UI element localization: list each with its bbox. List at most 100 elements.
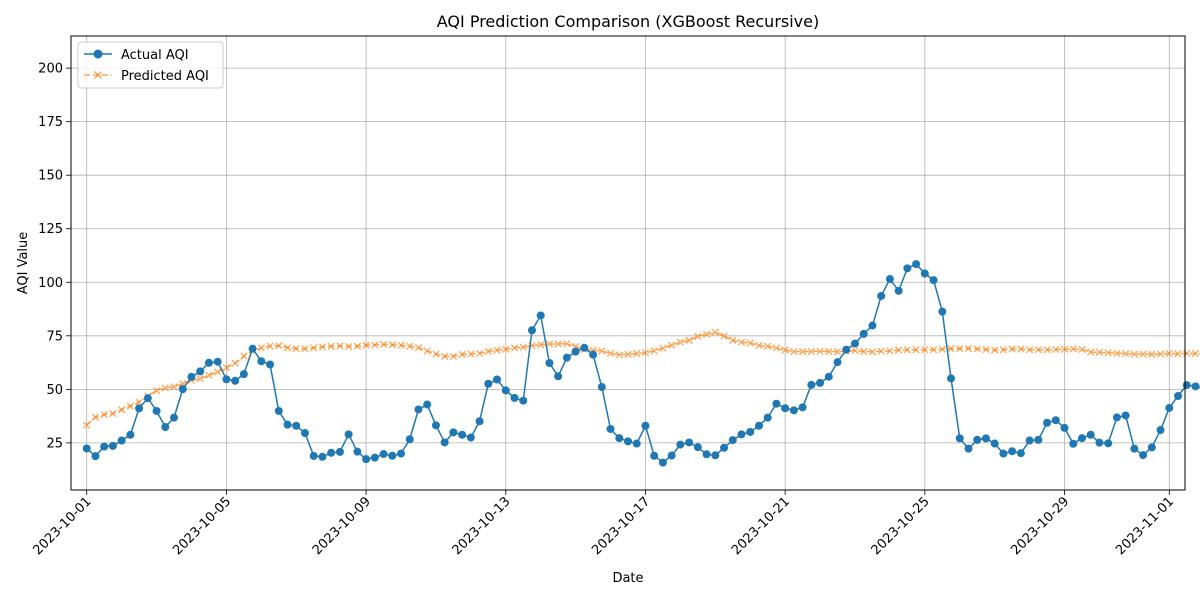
predicted-aqi-point bbox=[1165, 349, 1173, 358]
predicted-aqi-point bbox=[894, 346, 903, 354]
actual-aqi-point bbox=[597, 382, 606, 391]
legend-predicted-label: Predicted AQI bbox=[121, 69, 209, 84]
predicted-aqi-point bbox=[371, 341, 379, 349]
actual-aqi-point bbox=[589, 350, 598, 359]
predicted-aqi-point bbox=[510, 344, 519, 352]
actual-aqi-point bbox=[344, 430, 353, 439]
predicted-aqi-point bbox=[397, 341, 405, 349]
predicted-aqi-point bbox=[816, 347, 824, 355]
predicted-aqi-point bbox=[432, 350, 440, 358]
actual-aqi-point bbox=[187, 372, 196, 381]
actual-aqi-point bbox=[676, 440, 685, 449]
predicted-aqi-point bbox=[676, 338, 685, 346]
actual-aqi-point bbox=[300, 429, 309, 438]
predicted-aqi-point bbox=[912, 346, 920, 354]
actual-aqi-point bbox=[1016, 449, 1025, 458]
predicted-aqi-point bbox=[877, 347, 885, 355]
predicted-aqi-point bbox=[964, 344, 973, 353]
actual-aqi-point bbox=[414, 405, 423, 414]
actual-aqi-point bbox=[632, 439, 641, 448]
actual-aqi-point bbox=[82, 444, 91, 453]
actual-aqi-point bbox=[999, 449, 1008, 458]
actual-aqi-point bbox=[536, 311, 545, 320]
actual-aqi-point bbox=[1139, 451, 1148, 460]
y-tick-label: 25 bbox=[46, 436, 63, 451]
y-tick-label: 125 bbox=[38, 222, 63, 237]
predicted-aqi-point bbox=[161, 384, 169, 392]
predicted-aqi-point bbox=[117, 406, 126, 414]
predicted-aqi-point bbox=[91, 413, 100, 421]
actual-aqi-point bbox=[885, 275, 894, 284]
actual-aqi-point bbox=[981, 434, 990, 443]
predicted-aqi-point bbox=[1113, 349, 1121, 358]
predicted-aqi-point bbox=[100, 410, 108, 419]
actual-aqi-point bbox=[519, 396, 528, 405]
actual-aqi-point bbox=[772, 399, 781, 408]
predicted-aqi-point bbox=[1060, 345, 1069, 353]
predicted-aqi-point bbox=[336, 342, 344, 350]
predicted-aqi-point bbox=[283, 344, 292, 352]
actual-aqi-point bbox=[955, 434, 964, 443]
predicted-aqi-point bbox=[1008, 345, 1016, 353]
predicted-aqi-point bbox=[903, 346, 912, 354]
predicted-aqi-point bbox=[109, 409, 117, 418]
actual-aqi-point bbox=[327, 448, 336, 457]
actual-aqi-point bbox=[1165, 403, 1174, 412]
predicted-aqi-point bbox=[170, 383, 178, 391]
actual-aqi-point bbox=[196, 367, 205, 376]
actual-aqi-point bbox=[1095, 438, 1104, 447]
predicted-aqi-point bbox=[606, 349, 615, 358]
predicted-aqi-point bbox=[851, 346, 859, 355]
actual-aqi-point bbox=[274, 406, 283, 415]
actual-aqi-point bbox=[309, 451, 318, 460]
predicted-aqi-point bbox=[746, 339, 754, 347]
predicted-aqi-point bbox=[633, 349, 641, 358]
actual-aqi-point bbox=[1174, 391, 1183, 400]
actual-aqi-point bbox=[754, 421, 763, 430]
actual-aqi-point bbox=[554, 372, 563, 381]
predicted-aqi-point bbox=[423, 347, 431, 355]
actual-aqi-point bbox=[580, 343, 589, 352]
actual-aqi-point bbox=[170, 413, 179, 422]
predicted-aqi-point bbox=[659, 344, 667, 352]
predicted-aqi-point bbox=[1043, 346, 1051, 354]
predicted-aqi-point bbox=[825, 347, 833, 356]
predicted-aqi-point bbox=[310, 344, 318, 352]
actual-aqi-point bbox=[222, 375, 231, 384]
predicted-aqi-point bbox=[956, 345, 964, 353]
predicted-aqi-point bbox=[1156, 350, 1165, 358]
actual-aqi-point bbox=[728, 436, 737, 445]
predicted-aqi-point bbox=[379, 340, 388, 349]
predicted-aqi-point bbox=[711, 328, 719, 336]
predicted-aqi-point bbox=[519, 343, 527, 351]
predicted-aqi-point bbox=[222, 364, 231, 372]
predicted-aqi-point bbox=[126, 402, 135, 410]
predicted-aqi-point bbox=[729, 336, 737, 344]
actual-aqi-point bbox=[423, 400, 432, 409]
actual-aqi-point bbox=[973, 435, 982, 444]
actual-aqi-point bbox=[807, 380, 816, 389]
predicted-aqi-point bbox=[755, 341, 763, 350]
predicted-aqi-point bbox=[240, 352, 248, 360]
actual-aqi-point bbox=[824, 372, 833, 381]
actual-aqi-point bbox=[484, 379, 493, 388]
predicted-aqi-point bbox=[1148, 350, 1156, 359]
actual-aqi-point bbox=[1112, 413, 1121, 422]
actual-aqi-series bbox=[82, 260, 1200, 467]
predicted-aqi-point bbox=[388, 341, 396, 349]
predicted-aqi-point bbox=[1087, 348, 1095, 356]
y-tick-label: 150 bbox=[38, 169, 63, 184]
actual-aqi-point bbox=[685, 438, 694, 447]
actual-aqi-point bbox=[1086, 430, 1095, 439]
legend-actual-label: Actual AQI bbox=[121, 48, 189, 63]
actual-aqi-point bbox=[248, 344, 257, 353]
predicted-aqi-point bbox=[1017, 345, 1025, 353]
actual-aqi-point bbox=[161, 423, 170, 432]
predicted-aqi-point bbox=[458, 350, 466, 359]
actual-aqi-point bbox=[431, 421, 440, 430]
predicted-aqi-point bbox=[1121, 349, 1130, 358]
predicted-aqi-point bbox=[545, 340, 554, 348]
predicted-aqi-point bbox=[475, 349, 484, 358]
actual-aqi-point bbox=[816, 378, 825, 387]
predicted-aqi-point bbox=[702, 330, 711, 338]
